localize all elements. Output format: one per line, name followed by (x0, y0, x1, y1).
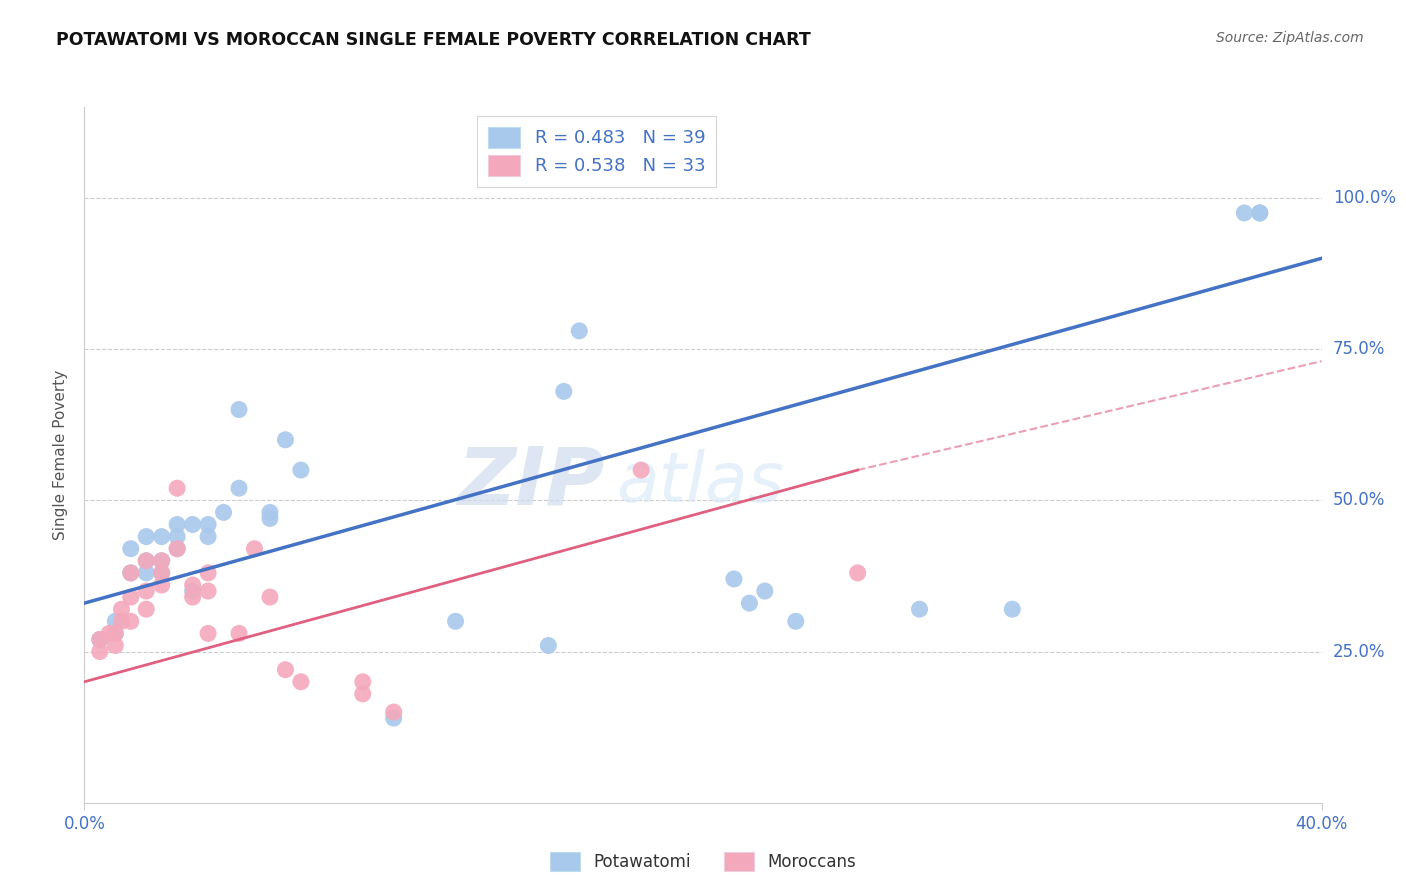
Point (290, 674, 312, 689)
Point (197, 530, 219, 544)
Point (150, 554, 173, 568)
Point (908, 602, 931, 616)
Point (120, 541, 142, 556)
Point (290, 463, 312, 477)
Point (166, 481, 188, 495)
Point (135, 602, 157, 616)
Point (150, 578, 173, 592)
Point (723, 572, 745, 586)
Point (537, 639, 560, 653)
Point (568, 324, 591, 338)
Point (197, 566, 219, 580)
Text: 75.0%: 75.0% (1333, 340, 1385, 358)
Point (1249, 206, 1271, 220)
Point (120, 615, 142, 629)
Point (274, 663, 297, 677)
Text: Source: ZipAtlas.com: Source: ZipAtlas.com (1216, 31, 1364, 45)
Point (150, 566, 173, 580)
Point (110, 615, 132, 629)
Point (846, 566, 869, 580)
Text: 25.0%: 25.0% (1333, 642, 1385, 661)
Point (228, 481, 250, 495)
Point (553, 384, 575, 399)
Point (104, 639, 127, 653)
Point (630, 463, 652, 477)
Point (89, 632, 111, 647)
Point (785, 615, 807, 629)
Point (135, 566, 157, 580)
Point (1001, 602, 1024, 616)
Point (274, 433, 297, 447)
Point (228, 402, 250, 417)
Point (104, 626, 127, 640)
Point (181, 517, 204, 532)
Point (150, 530, 173, 544)
Point (259, 505, 281, 519)
Text: atlas: atlas (616, 450, 785, 516)
Point (352, 674, 374, 689)
Point (166, 517, 188, 532)
Point (228, 626, 250, 640)
Point (352, 687, 374, 701)
Point (166, 541, 188, 556)
Legend: Potawatomi, Moroccans: Potawatomi, Moroccans (541, 843, 865, 880)
Point (444, 615, 467, 629)
Point (197, 584, 219, 599)
Point (212, 505, 235, 519)
Point (1249, 206, 1271, 220)
Point (98, 626, 121, 640)
Point (89, 644, 111, 658)
Point (166, 530, 188, 544)
Point (259, 590, 281, 604)
Point (243, 541, 266, 556)
Point (120, 590, 142, 604)
Point (1233, 206, 1256, 220)
Point (135, 530, 157, 544)
Point (738, 596, 761, 610)
Point (259, 511, 281, 525)
Legend: R = 0.483   N = 39, R = 0.538   N = 33: R = 0.483 N = 39, R = 0.538 N = 33 (477, 116, 716, 186)
Point (104, 615, 127, 629)
Point (120, 566, 142, 580)
Point (181, 584, 204, 599)
Point (197, 517, 219, 532)
Point (197, 626, 219, 640)
Point (754, 584, 776, 599)
Point (135, 554, 157, 568)
Point (135, 554, 157, 568)
Point (166, 541, 188, 556)
Point (382, 705, 405, 719)
Point (150, 566, 173, 580)
Point (181, 578, 204, 592)
Point (135, 584, 157, 599)
Point (120, 566, 142, 580)
Point (110, 602, 132, 616)
Point (150, 554, 173, 568)
Text: ZIP: ZIP (457, 443, 605, 522)
Y-axis label: Single Female Poverty: Single Female Poverty (53, 370, 69, 540)
Text: 100.0%: 100.0% (1333, 189, 1396, 207)
Text: 50.0%: 50.0% (1333, 491, 1385, 509)
Text: POTAWATOMI VS MOROCCAN SINGLE FEMALE POVERTY CORRELATION CHART: POTAWATOMI VS MOROCCAN SINGLE FEMALE POV… (56, 31, 811, 49)
Point (382, 711, 405, 725)
Point (89, 632, 111, 647)
Point (181, 590, 204, 604)
Point (104, 626, 127, 640)
